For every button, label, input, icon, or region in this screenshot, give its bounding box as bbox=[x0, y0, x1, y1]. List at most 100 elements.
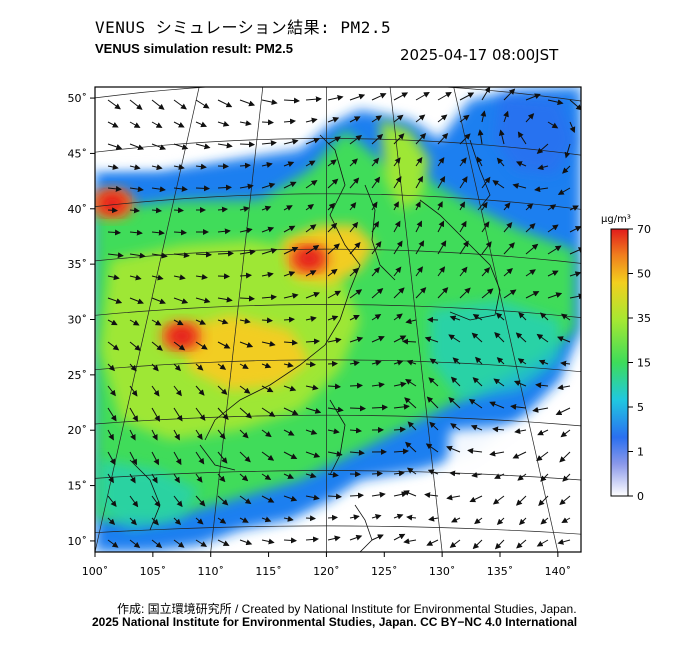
wind-arrow bbox=[195, 163, 207, 170]
lon-tick-label: 135˚ bbox=[487, 565, 514, 578]
wind-arrow bbox=[195, 517, 204, 525]
wind-arrow bbox=[217, 273, 230, 280]
wind-arrow bbox=[513, 380, 527, 387]
wind-arrow bbox=[151, 363, 159, 372]
wind-arrow bbox=[468, 398, 483, 409]
wind-arrow bbox=[349, 116, 361, 123]
wind-arrow bbox=[195, 143, 211, 150]
wind-arrow bbox=[261, 99, 278, 106]
wind-arrow bbox=[518, 517, 527, 526]
wind-arrow bbox=[557, 336, 571, 343]
wind-arrow bbox=[305, 384, 319, 391]
wind-arrow bbox=[562, 473, 571, 482]
wind-arrow bbox=[327, 222, 338, 233]
wind-arrow bbox=[107, 385, 116, 397]
wind-arrow bbox=[327, 337, 342, 344]
wind-arrow bbox=[481, 241, 492, 255]
wind-arrow bbox=[536, 333, 549, 343]
wind-arrow bbox=[107, 363, 116, 372]
wind-arrow bbox=[195, 429, 203, 441]
wind-arrow bbox=[415, 201, 421, 211]
wind-arrow bbox=[371, 241, 382, 255]
wind-arrow bbox=[239, 473, 249, 482]
wind-arrow bbox=[107, 319, 118, 326]
wind-arrow bbox=[371, 221, 380, 233]
wind-arrow bbox=[261, 248, 278, 255]
wind-arrow bbox=[129, 252, 146, 259]
wind-arrow bbox=[107, 451, 116, 466]
wind-arrow bbox=[107, 252, 124, 259]
wind-arrow bbox=[239, 183, 254, 190]
wind-arrow bbox=[535, 382, 549, 389]
wind-arrow bbox=[452, 357, 461, 365]
colorbar-tick-label: 5 bbox=[637, 401, 644, 414]
wind-arrow bbox=[283, 537, 297, 544]
wind-arrow bbox=[195, 539, 208, 547]
wind-arrow bbox=[496, 517, 505, 526]
wind-arrow bbox=[547, 224, 559, 233]
wind-arrow bbox=[561, 517, 571, 523]
wind-arrow bbox=[195, 319, 207, 325]
wind-arrow bbox=[151, 319, 162, 326]
wind-arrow bbox=[107, 99, 121, 110]
lat-tick-label: 15˚ bbox=[68, 480, 88, 493]
wind-arrow bbox=[403, 490, 417, 497]
wind-arrow bbox=[405, 441, 417, 453]
wind-arrow bbox=[173, 429, 180, 441]
wind-arrow bbox=[547, 121, 559, 129]
wind-arrow bbox=[217, 539, 230, 546]
wind-arrow bbox=[403, 538, 417, 545]
wind-arrow bbox=[107, 143, 123, 150]
wind-arrow bbox=[239, 206, 250, 213]
wind-arrow bbox=[239, 295, 255, 302]
wind-arrow bbox=[239, 517, 249, 523]
wind-arrow bbox=[415, 240, 425, 255]
wind-arrow bbox=[393, 313, 403, 321]
wind-arrow bbox=[283, 473, 295, 479]
wind-arrow bbox=[283, 429, 295, 436]
wind-arrow bbox=[327, 202, 336, 211]
wind-arrow bbox=[261, 317, 273, 324]
wind-arrow bbox=[525, 291, 540, 299]
credit-line: 作成: 国立環境研究所 / Created by National Instit… bbox=[117, 602, 577, 616]
wind-arrow bbox=[371, 288, 384, 299]
wind-arrow bbox=[393, 240, 403, 255]
wind-arrow bbox=[283, 385, 297, 392]
wind-arrow bbox=[560, 429, 571, 438]
wind-arrow bbox=[525, 113, 535, 123]
wind-arrow bbox=[129, 121, 141, 128]
wind-arrow bbox=[534, 186, 549, 193]
wind-arrow bbox=[151, 517, 159, 526]
wind-arrow bbox=[493, 378, 505, 387]
wind-arrow bbox=[349, 93, 366, 101]
wind-arrow bbox=[547, 99, 564, 106]
wind-arrow bbox=[489, 450, 505, 457]
wind-arrow bbox=[173, 385, 182, 397]
wind-arrow bbox=[151, 451, 159, 466]
wind-arrow bbox=[327, 535, 341, 542]
wind-arrow bbox=[437, 175, 446, 189]
wind-arrow bbox=[151, 143, 167, 151]
wind-arrow bbox=[393, 359, 404, 366]
wind-arrow bbox=[129, 164, 141, 171]
latitude-tick-labels: 50˚ 45˚ 40˚ 35˚ 30˚ 25˚ 20˚ 15˚ 10˚ bbox=[68, 92, 95, 548]
wind-arrow bbox=[305, 96, 322, 103]
wind-arrow bbox=[151, 429, 158, 441]
wind-arrow bbox=[503, 289, 517, 299]
wind-arrow bbox=[564, 143, 571, 159]
wind-arrow bbox=[239, 341, 254, 348]
wind-arrow bbox=[349, 135, 363, 145]
wind-arrow bbox=[371, 382, 385, 388]
wind-arrow bbox=[539, 312, 549, 321]
wind-arrow bbox=[349, 360, 360, 367]
wind-arrow bbox=[129, 385, 138, 397]
wind-arrow bbox=[305, 472, 317, 479]
colorbar-tick-label: 35 bbox=[637, 312, 651, 325]
wind-arrow bbox=[429, 421, 439, 431]
timestamp: 2025-04-17 08:00JST bbox=[400, 46, 559, 64]
wind-arrow bbox=[349, 405, 366, 412]
wind-arrow bbox=[371, 93, 387, 101]
wind-arrow bbox=[393, 133, 405, 145]
wind-arrow bbox=[107, 341, 120, 351]
wind-arrow bbox=[283, 293, 299, 299]
